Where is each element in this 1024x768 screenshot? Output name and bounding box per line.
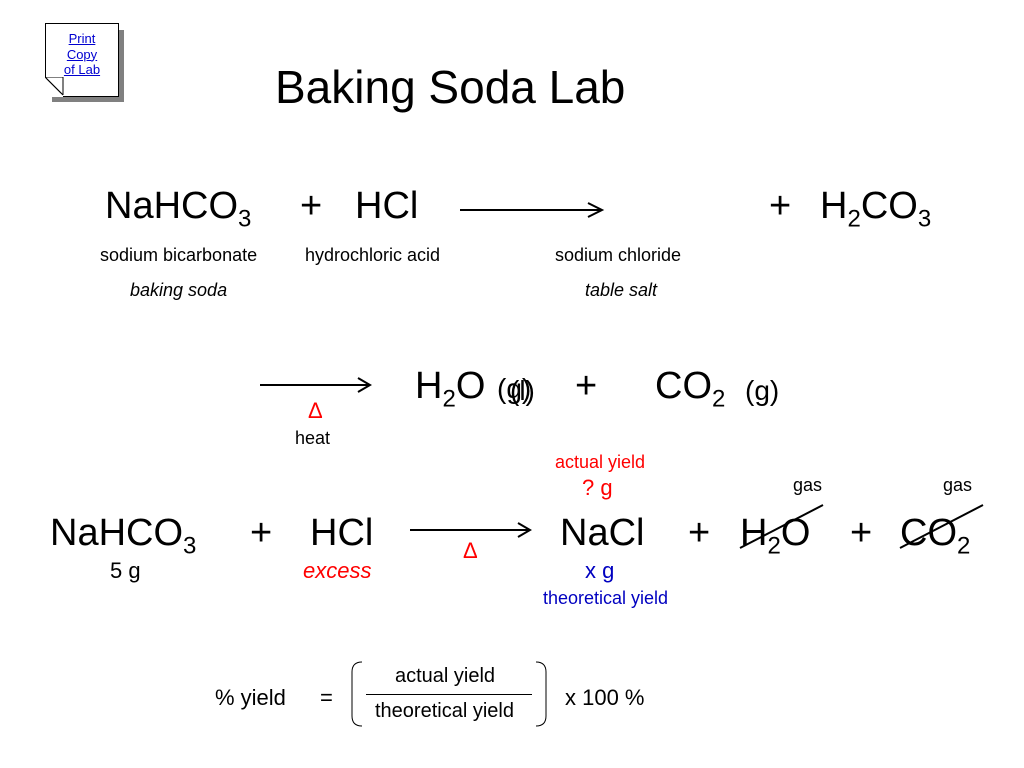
strike-h2o xyxy=(735,500,830,555)
eq2-p2-state: (g) xyxy=(745,375,779,407)
eq3-r2: HCl xyxy=(310,512,373,555)
eq1-p2: H2CO3 xyxy=(820,185,931,228)
pct-tail: x 100 % xyxy=(565,685,645,711)
gas-label-1: gas xyxy=(793,475,822,496)
pct-bracket-left xyxy=(350,660,364,728)
eq1-r1-common: baking soda xyxy=(130,280,227,301)
eq3-plus3: + xyxy=(850,512,872,555)
eq3-r1: NaHCO3 xyxy=(50,512,196,555)
eq1-arrow xyxy=(460,200,610,220)
eq1-r1-name: sodium bicarbonate xyxy=(100,245,257,266)
eq1-p1-name: sodium chloride xyxy=(555,245,681,266)
note-line2: Copy xyxy=(67,47,97,62)
print-note[interactable]: Print Copy of Lab xyxy=(45,23,119,97)
note-line3: of Lab xyxy=(64,62,100,77)
eq3-plus1: + xyxy=(250,512,272,555)
print-note-link[interactable]: Print Copy of Lab xyxy=(46,24,118,78)
eq2-arrow xyxy=(260,375,380,395)
pct-denominator: theoretical yield xyxy=(375,700,514,723)
eq1-r2-name: hydrochloric acid xyxy=(305,245,440,266)
eq2-p2: CO2 xyxy=(655,365,725,408)
pct-eq: = xyxy=(320,685,333,711)
eq3-p1-note: theoretical yield xyxy=(543,588,668,609)
eq3-r1-mass: 5 g xyxy=(110,558,141,584)
pct-bracket-right xyxy=(534,660,548,728)
eq3-delta: Δ xyxy=(463,538,478,564)
eq1-p1-common: table salt xyxy=(585,280,657,301)
page-title: Baking Soda Lab xyxy=(275,60,625,114)
eq2-delta: Δ xyxy=(308,398,323,424)
eq1-plus1: + xyxy=(300,185,322,228)
eq3-r2-note: excess xyxy=(303,558,371,584)
pct-fraction-line xyxy=(366,694,532,695)
strike-co2 xyxy=(895,500,990,555)
eq3-p1-mass: x g xyxy=(585,558,614,584)
eq2-heat: heat xyxy=(295,428,330,449)
note-fold-lines xyxy=(45,77,65,97)
eq3-p1: NaCl xyxy=(560,512,644,555)
pct-numerator: actual yield xyxy=(395,665,495,688)
eq1-r1: NaHCO3 xyxy=(105,185,251,228)
eq2-p1-state-g: (g) xyxy=(497,373,531,405)
eq2-plus: + xyxy=(575,365,597,408)
pct-lhs: % yield xyxy=(215,685,286,711)
eq2-p1: H2O xyxy=(415,365,485,408)
eq3-plus2: + xyxy=(688,512,710,555)
eq3-arrow xyxy=(410,520,540,540)
gas-label-2: gas xyxy=(943,475,972,496)
actual-yield-label: actual yield xyxy=(555,452,645,473)
actual-yield-value: ? g xyxy=(582,475,613,501)
eq1-plus2: + xyxy=(769,185,791,228)
note-line1: Print xyxy=(69,31,96,46)
eq1-r2: HCl xyxy=(355,185,418,228)
